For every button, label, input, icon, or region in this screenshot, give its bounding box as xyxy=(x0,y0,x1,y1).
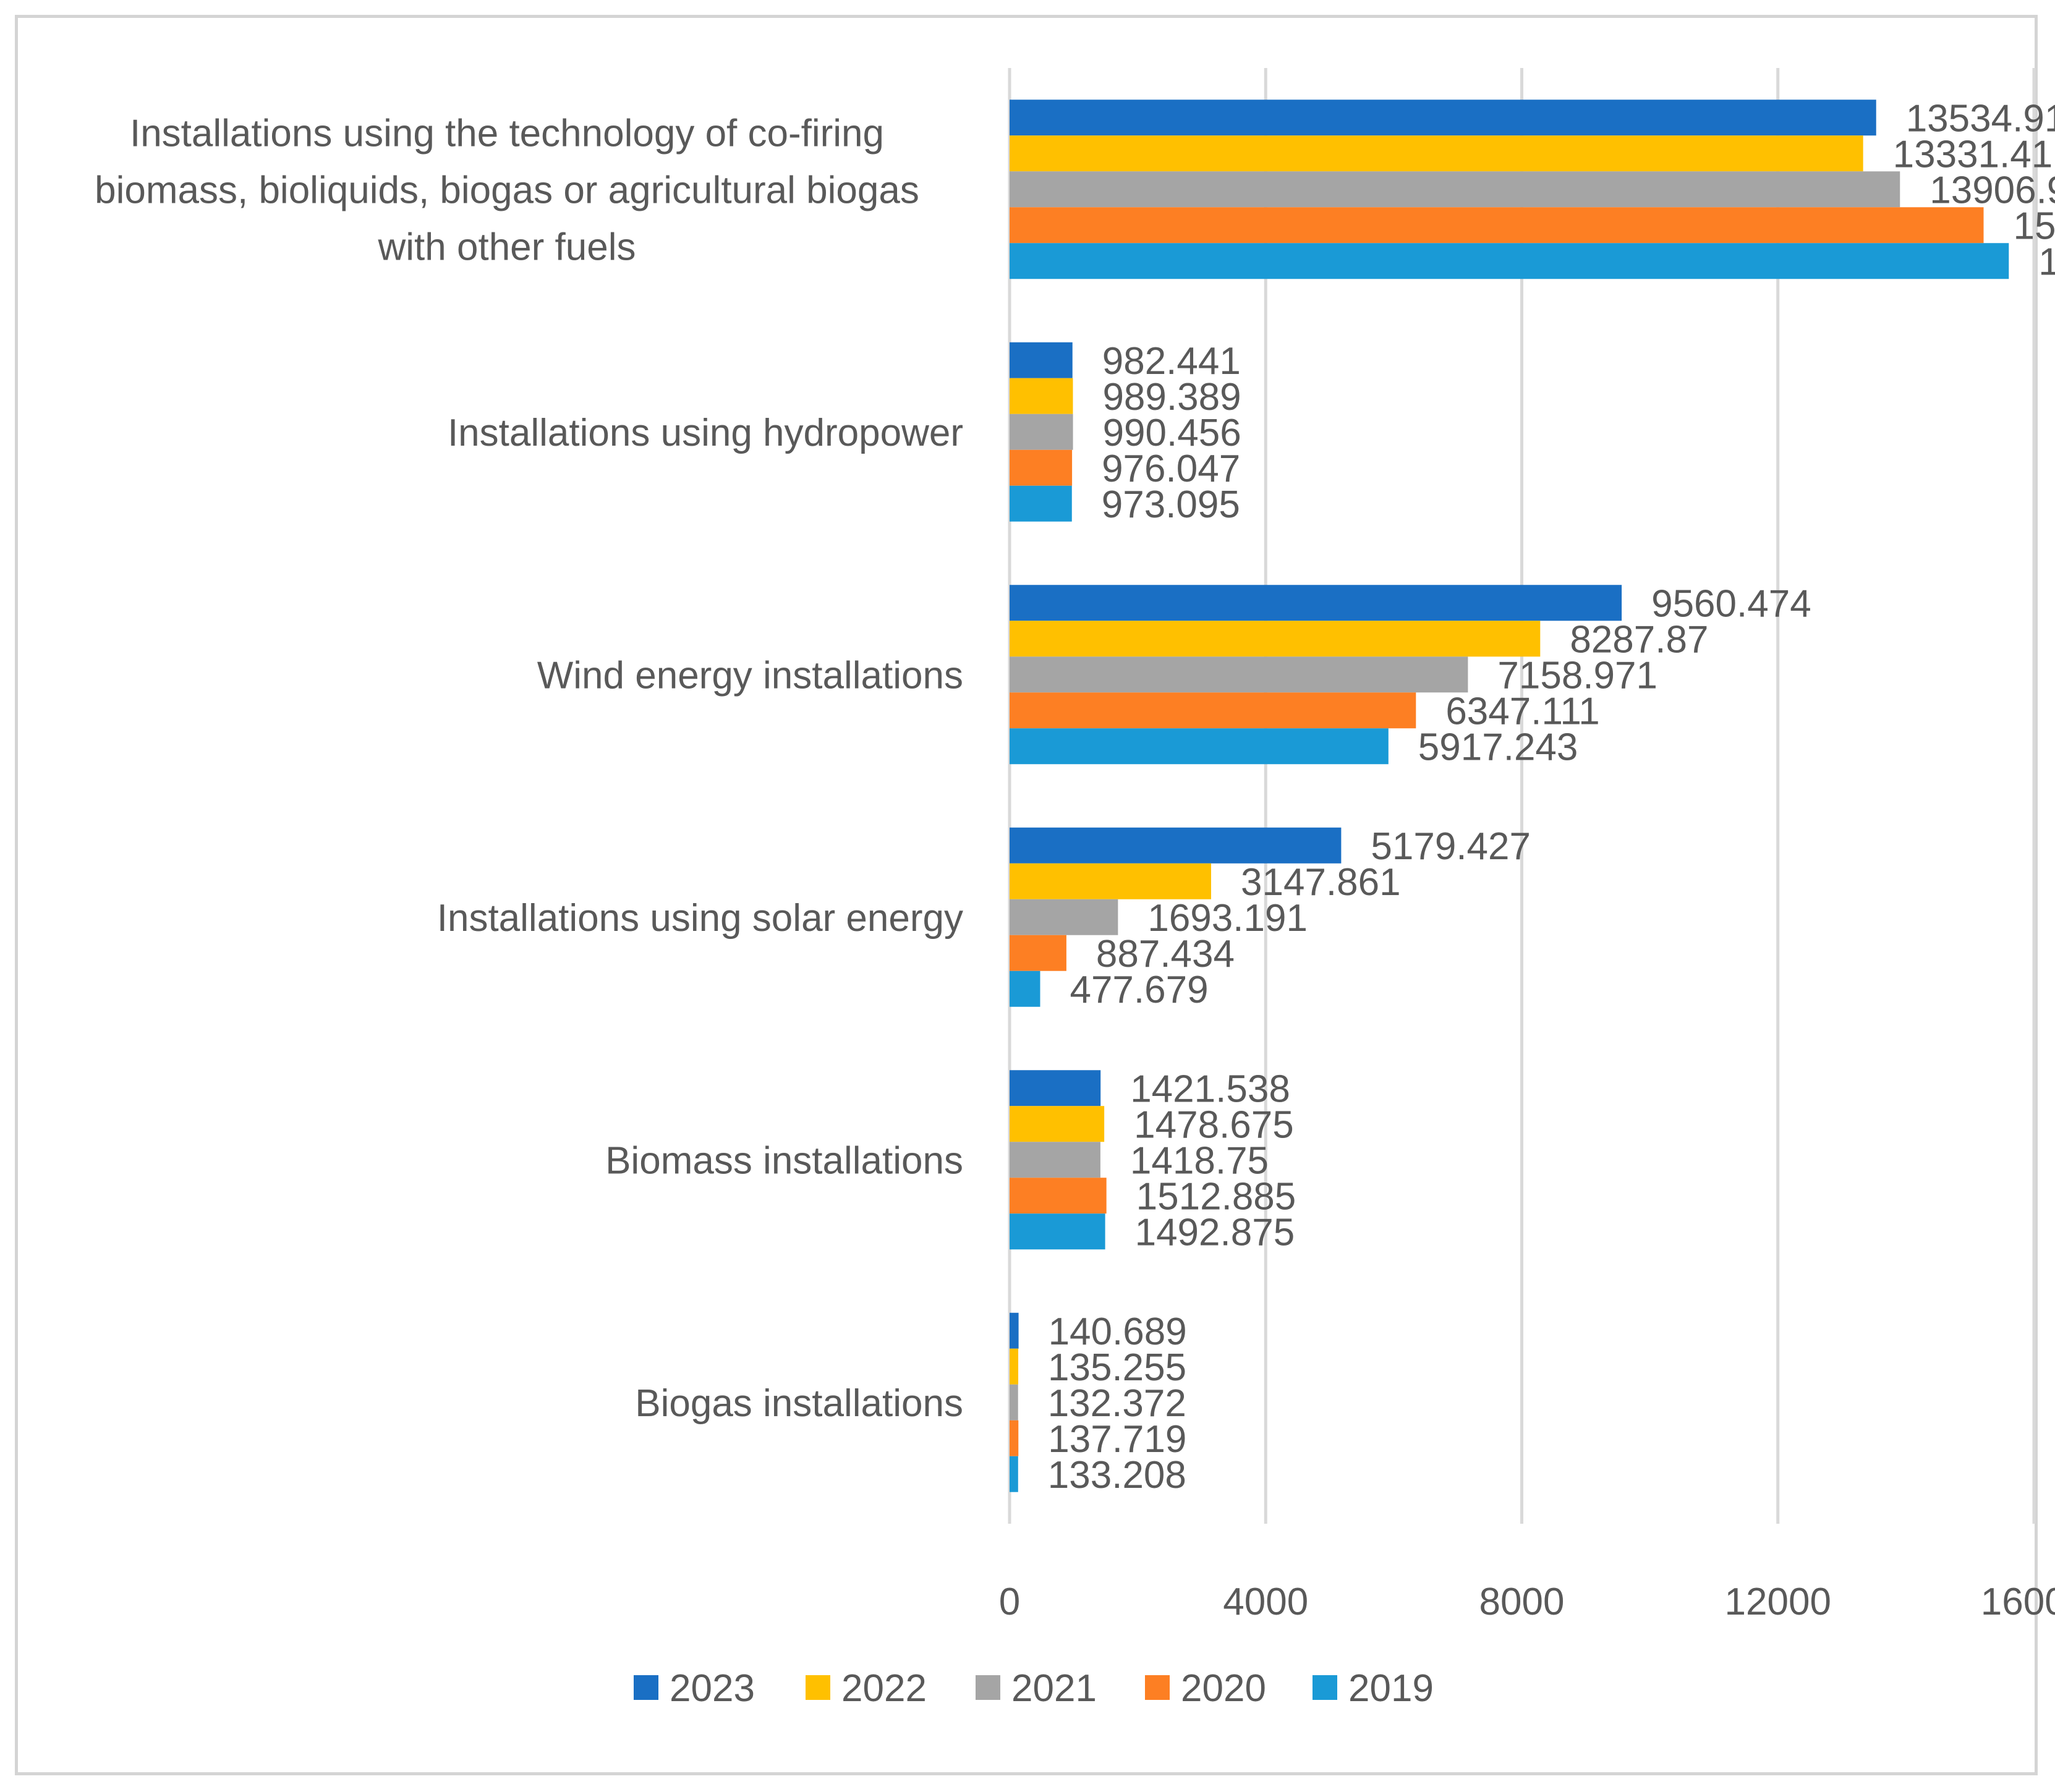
data-label-2019: 973.095 xyxy=(1102,483,1240,526)
data-label-2019: 1492.875 xyxy=(1135,1211,1295,1254)
category-label: Installations using the technology of co… xyxy=(130,112,884,155)
bar-2020 xyxy=(1010,1420,1019,1456)
x-tick-label: 4000 xyxy=(1223,1581,1308,1623)
data-label-2022: 3147.861 xyxy=(1241,861,1401,904)
bar-2019 xyxy=(1010,970,1040,1007)
legend-swatch-2020 xyxy=(1145,1675,1170,1700)
data-label-2020: 6347.111 xyxy=(1445,690,1599,733)
data-label-2020: 887.434 xyxy=(1096,933,1235,975)
data-label-2023: 140.689 xyxy=(1049,1310,1187,1353)
data-label-2022: 989.389 xyxy=(1102,376,1241,418)
bar-2021 xyxy=(1010,899,1118,935)
category-label: with other fuels xyxy=(378,226,636,268)
bar-2020 xyxy=(1010,1178,1107,1214)
data-label-2019: 15606.84 xyxy=(2038,240,2055,283)
legend-label-2019: 2019 xyxy=(1348,1667,1434,1710)
x-tick-label: 0 xyxy=(999,1581,1020,1623)
bar-2023 xyxy=(1010,827,1342,864)
tick-layer: 0 4000 8000 12000 16000 xyxy=(999,1581,2055,1623)
data-label-2021: 13906.956 xyxy=(1929,169,2055,211)
data-label-2021: 1418.75 xyxy=(1130,1139,1269,1182)
bar-2022 xyxy=(1010,378,1073,414)
legend-swatch-2019 xyxy=(1313,1675,1337,1700)
data-label-2020: 976.047 xyxy=(1102,448,1240,490)
data-label-2022: 13331.41 xyxy=(1893,133,2053,176)
bar-layer xyxy=(1010,100,2009,1492)
data-label-2019: 477.679 xyxy=(1070,969,1208,1011)
category-label: Installations using solar energy xyxy=(437,897,963,940)
data-label-2023: 982.441 xyxy=(1102,340,1241,383)
bar-2020 xyxy=(1010,935,1066,971)
category-label: biomass, bioliquids, biogas or agricultu… xyxy=(95,169,919,211)
category-label: Biogas installations xyxy=(635,1382,963,1425)
data-label-2023: 5179.427 xyxy=(1371,825,1531,868)
bar-2023 xyxy=(1010,100,1876,136)
data-label-2020: 137.719 xyxy=(1048,1418,1186,1461)
category-label: Biomass installations xyxy=(605,1139,963,1182)
bar-2021 xyxy=(1010,1384,1018,1420)
bar-2020 xyxy=(1010,449,1073,486)
x-tick-label: 12000 xyxy=(1725,1581,1831,1623)
legend-swatch-2021 xyxy=(976,1675,1000,1700)
x-tick-label: 8000 xyxy=(1479,1581,1565,1623)
bar-2021 xyxy=(1010,656,1468,693)
legend-label-2021: 2021 xyxy=(1011,1667,1097,1710)
bar-2021 xyxy=(1010,414,1073,450)
bar-2019 xyxy=(1010,1213,1105,1250)
legend-swatch-2022 xyxy=(806,1675,830,1700)
data-label-2019: 133.208 xyxy=(1048,1454,1186,1497)
bar-2023 xyxy=(1010,1312,1019,1349)
data-label-2021: 990.456 xyxy=(1103,412,1241,454)
bar-2019 xyxy=(1010,728,1389,765)
data-label-2020: 15213.043 xyxy=(2014,205,2055,247)
bar-2022 xyxy=(1010,863,1212,899)
data-label-2022: 135.255 xyxy=(1048,1346,1186,1389)
data-label-2021: 1693.191 xyxy=(1147,897,1308,940)
data-label-2021: 7158.971 xyxy=(1497,654,1657,697)
bar-2023 xyxy=(1010,342,1073,378)
bar-2022 xyxy=(1010,1106,1105,1142)
legend-label-2022: 2022 xyxy=(841,1667,927,1710)
bar-2022 xyxy=(1010,1348,1019,1385)
bar-2023 xyxy=(1010,1070,1101,1106)
data-label-2023: 9560.474 xyxy=(1651,582,1811,625)
data-label-2021: 132.372 xyxy=(1048,1382,1186,1425)
bar-2021 xyxy=(1010,171,1900,208)
legend-layer: 2023 2022 2021 2020 2019 xyxy=(634,1667,1434,1710)
legend-label-2020: 2020 xyxy=(1181,1667,1266,1710)
data-label-2023: 1421.538 xyxy=(1130,1068,1290,1110)
bar-2019 xyxy=(1010,485,1072,522)
x-tick-label: 16000 xyxy=(1981,1581,2055,1623)
legend-swatch-2023 xyxy=(634,1675,658,1700)
data-label-2023: 13534.913 xyxy=(1906,97,2055,140)
bar-2020 xyxy=(1010,692,1416,729)
bar-2023 xyxy=(1010,585,1622,621)
grid-layer xyxy=(1008,68,2036,1524)
bar-2020 xyxy=(1010,207,1984,244)
category-layer: Installations using the technology of co… xyxy=(95,112,963,1425)
bar-2021 xyxy=(1010,1142,1100,1178)
bar-2022 xyxy=(1010,135,1863,172)
label-layer: 13534.91313331.4113906.95615213.04315606… xyxy=(1048,97,2055,1497)
category-label: Installations using hydropower xyxy=(448,412,963,454)
data-label-2019: 5917.243 xyxy=(1418,726,1578,768)
bar-2019 xyxy=(1010,243,2009,279)
category-label: Wind energy installations xyxy=(537,654,963,697)
data-label-2022: 1478.675 xyxy=(1134,1103,1294,1146)
bar-2019 xyxy=(1010,1456,1018,1492)
bar-2022 xyxy=(1010,621,1541,657)
legend-label-2023: 2023 xyxy=(670,1667,755,1710)
data-label-2020: 1512.885 xyxy=(1136,1175,1296,1218)
data-label-2022: 8287.87 xyxy=(1570,618,1708,661)
